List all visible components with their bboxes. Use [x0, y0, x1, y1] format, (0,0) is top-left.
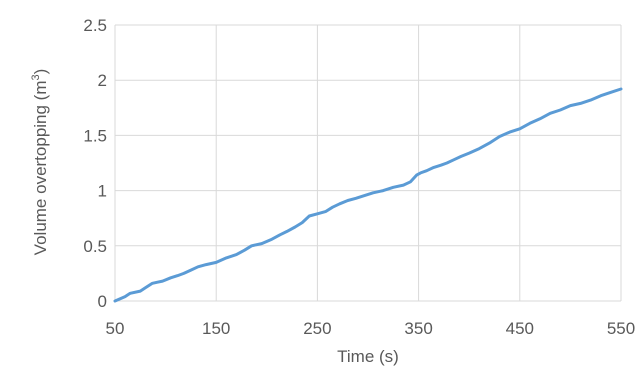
y-tick-label: 1: [98, 182, 107, 201]
y-tick-label: 0: [98, 292, 107, 311]
y-axis-ticks: 0 0.5 1 1.5 2 2.5: [83, 16, 107, 311]
x-tick-label: 450: [506, 319, 534, 338]
y-tick-label: 0.5: [83, 237, 107, 256]
x-axis-ticks: 50 150 250 350 450 550: [106, 319, 636, 338]
y-axis-title-superscript: 3: [30, 74, 42, 80]
x-tick-label: 350: [404, 319, 432, 338]
y-tick-label: 1.5: [83, 126, 107, 145]
x-tick-label: 150: [202, 319, 230, 338]
gridlines: [114, 24, 622, 302]
x-tick-label: 550: [607, 319, 635, 338]
y-tick-label: 2: [98, 71, 107, 90]
x-tick-label: 50: [106, 319, 125, 338]
y-axis-title-suffix: ): [31, 69, 50, 75]
x-tick-label: 250: [303, 319, 331, 338]
series-line-0: [113, 87, 623, 303]
y-axis-title-main: Volume overtopping (m: [31, 80, 50, 255]
y-tick-label: 2.5: [83, 16, 107, 35]
y-axis-title: Volume overtopping (m3): [30, 69, 50, 256]
series-group: [113, 87, 623, 303]
x-axis-title: Time (s): [337, 347, 399, 366]
